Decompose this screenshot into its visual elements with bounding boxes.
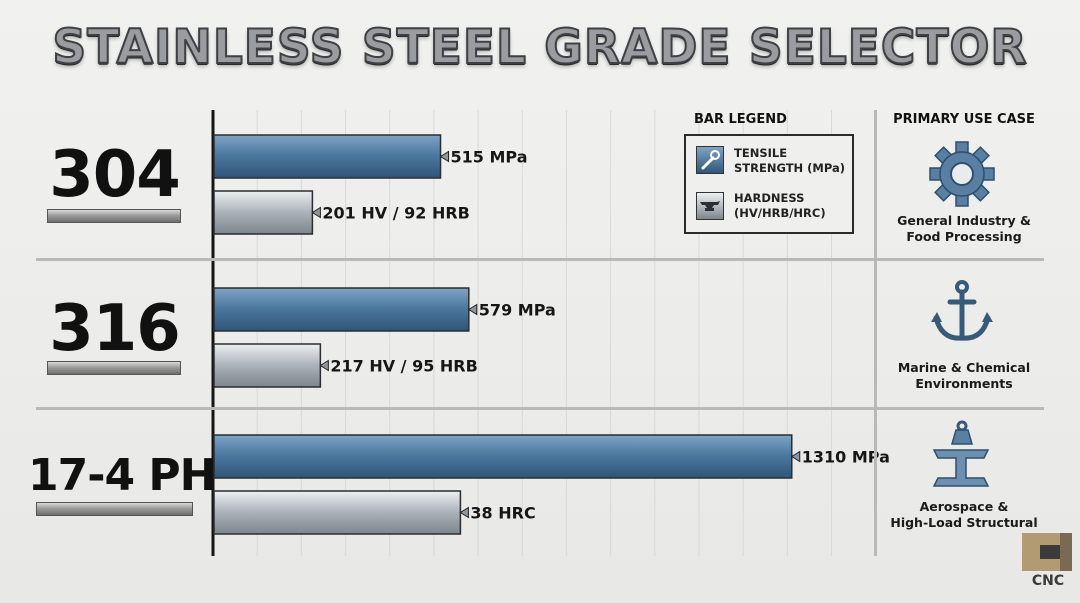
use-case-316-line2: Environments <box>915 376 1013 391</box>
grade-underline <box>36 502 193 516</box>
gear-icon <box>929 141 995 207</box>
legend-title: BAR LEGEND <box>694 112 787 127</box>
legend-tensile-line1: TENSILE <box>734 146 788 160</box>
i-beam-weight-icon <box>932 420 990 487</box>
value-pointer <box>467 303 478 316</box>
logo-text: CNC <box>1031 573 1065 589</box>
row-separator <box>36 407 1044 410</box>
tensile-bar-17-4-ph <box>213 434 793 479</box>
value-pointer <box>439 150 450 163</box>
hardness-value-label: 38 HRC <box>470 504 535 523</box>
row-separator <box>36 258 1044 261</box>
tensile-value-label: 579 MPa <box>479 301 556 320</box>
grade-underline <box>47 361 181 375</box>
value-pointer <box>319 359 329 372</box>
hardness-value-label: 201 HV / 92 HRB <box>322 204 469 223</box>
value-pointer <box>790 450 801 463</box>
hardness-bar-316 <box>213 343 322 388</box>
hardness-bar-304 <box>213 190 314 235</box>
anchor-icon <box>931 280 993 341</box>
use-case-304-line2: Food Processing <box>906 229 1022 244</box>
use-case-17-4-ph-line1: Aerospace & <box>919 499 1009 514</box>
legend-hardness-line1: HARDNESS <box>734 191 805 205</box>
use-case-316-line1: Marine & Chemical <box>897 360 1031 375</box>
page-title: STAINLESS STEEL GRADE SELECTOR <box>51 19 1028 76</box>
anvil-icon <box>696 192 724 220</box>
use-case-header: PRIMARY USE CASE <box>893 112 1035 127</box>
cnc-logo <box>1022 533 1072 571</box>
hardness-bar-17-4-ph <box>213 490 462 535</box>
column-separator <box>874 110 877 556</box>
grade-underline <box>47 209 181 223</box>
legend-hardness-line2: (HV/HRB/HRC) <box>734 206 826 220</box>
grade-label-17-4-ph: 17-4 PH <box>28 450 217 501</box>
wrench-icon <box>696 146 724 174</box>
hardness-value-label: 217 HV / 95 HRB <box>330 357 477 376</box>
legend-tensile-line2: STRENGTH (MPa) <box>734 161 846 175</box>
grade-label-316: 316 <box>49 292 181 366</box>
tensile-value-label: 1310 MPa <box>802 448 890 467</box>
tensile-bar-316 <box>213 287 470 332</box>
tensile-bar-304 <box>213 134 442 179</box>
use-case-304-line1: General Industry & <box>897 213 1031 228</box>
use-case-17-4-ph-line2: High-Load Structural <box>890 515 1038 530</box>
grade-label-304: 304 <box>49 138 181 212</box>
tensile-value-label: 515 MPa <box>451 148 528 167</box>
value-pointer <box>311 206 321 219</box>
bar-legend: TENSILE STRENGTH (MPa) HARDNESS (HV/HRB/… <box>684 134 854 234</box>
value-pointer <box>459 506 469 519</box>
